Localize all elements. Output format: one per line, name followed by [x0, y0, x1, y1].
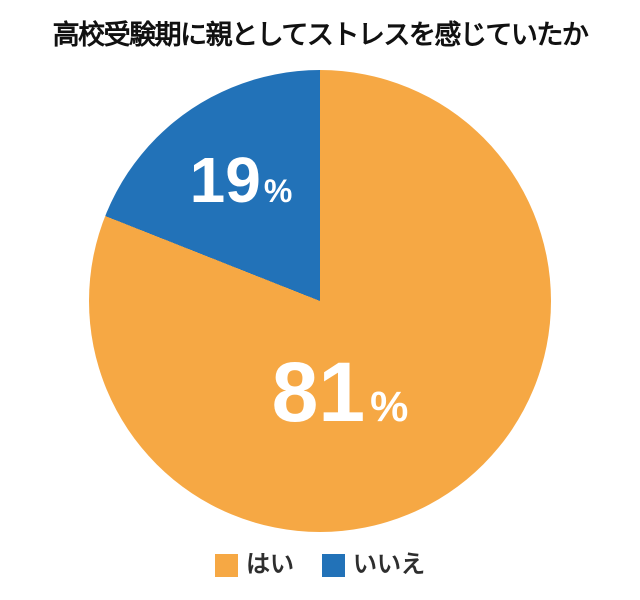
chart-title: 高校受験期に親としてストレスを感じていたか [52, 20, 589, 50]
legend-item-yes: はい [215, 553, 294, 577]
slice-no-percent-sign: % [263, 173, 293, 209]
slice-no-value: 19 [189, 144, 261, 216]
legend-swatch-yes [215, 553, 238, 577]
legend: はい いいえ [0, 553, 640, 577]
legend-label-no: いいえ [353, 551, 425, 578]
slice-yes-percent-sign: % [370, 383, 409, 431]
legend-item-no: いいえ [322, 553, 425, 577]
slice-yes-value: 81 [271, 345, 366, 439]
legend-label-yes: はい [246, 551, 294, 578]
slice-label-no: 19% [190, 148, 293, 212]
pie-chart: 19% 81% [89, 70, 551, 532]
slice-label-yes: 81% [272, 350, 409, 434]
legend-swatch-no [322, 553, 345, 577]
